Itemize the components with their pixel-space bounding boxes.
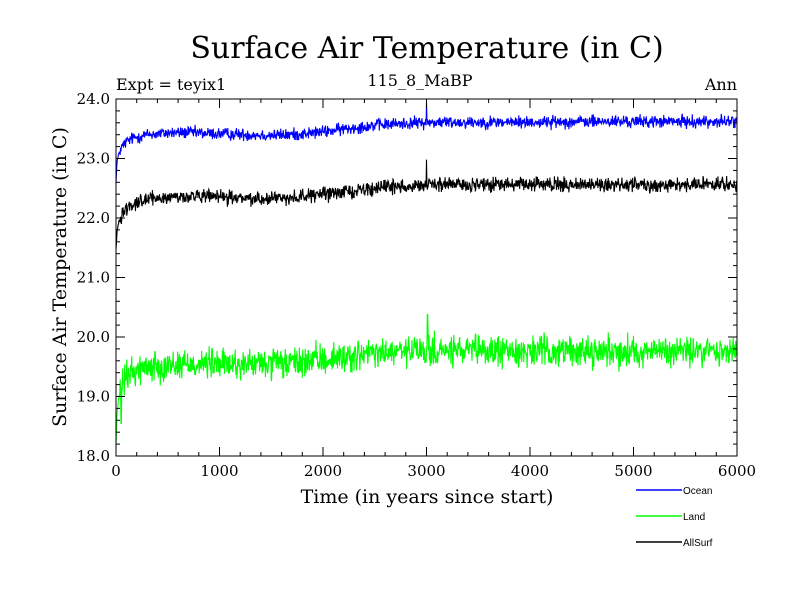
x-tick-label: 1000: [200, 462, 238, 480]
y-tick-label: 19.0: [77, 388, 110, 406]
legend-label-allsurf: AllSurf: [683, 538, 713, 549]
season-label: Ann: [704, 75, 737, 94]
y-axis-label: Surface Air Temperature (in C): [49, 127, 71, 427]
series-line-land: [115, 313, 738, 445]
y-tick-label: 21.0: [77, 269, 110, 287]
x-tick-label: 6000: [718, 462, 756, 480]
y-tick-label: 24.0: [77, 90, 110, 108]
y-tick-label: 18.0: [77, 447, 110, 465]
series-layer: [115, 101, 738, 445]
x-tick-label: 0: [111, 462, 121, 480]
experiment-label: Expt = teyix1: [116, 75, 226, 94]
x-tick-label: 4000: [511, 462, 549, 480]
plot-frame: [115, 98, 738, 457]
legend-label-ocean: Ocean: [683, 486, 712, 497]
chart-title: Surface Air Temperature (in C): [190, 31, 663, 66]
x-axis-label: Time (in years since start): [301, 486, 554, 508]
tick-layer: 0 1000 2000 3000 4000 5000 6000 18.0 19.0 20.0 21.…: [77, 90, 757, 480]
x-tick-label: 2000: [304, 462, 342, 480]
series-line-allsurf: [115, 159, 738, 250]
legend-label-land: Land: [683, 512, 705, 523]
x-tick-label: 3000: [407, 462, 445, 480]
period-label: 115_8_MaBP: [367, 71, 472, 90]
y-tick-label: 20.0: [77, 328, 110, 346]
y-tick-label: 22.0: [77, 209, 110, 227]
y-tick-label: 23.0: [77, 150, 110, 168]
x-tick-label: 5000: [614, 462, 652, 480]
legend: Ocean Land AllSurf: [636, 486, 713, 549]
